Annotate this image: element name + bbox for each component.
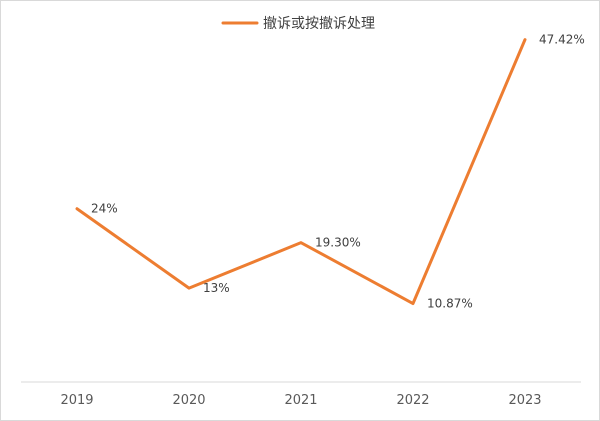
data-labels: 24% 13% 19.30% 10.87% 47.42% [91,33,585,311]
x-axis-ticks: 2019 2020 2021 2022 2023 [60,393,541,408]
legend: 撤诉或按撤诉处理 [221,16,375,32]
data-label: 10.87% [427,297,473,311]
data-label: 24% [91,202,118,216]
x-tick-label: 2022 [396,393,429,408]
x-tick-label: 2023 [508,393,541,408]
series-line [75,38,527,306]
series-layer [75,38,527,306]
data-label: 47.42% [539,33,585,47]
x-tick-label: 2019 [60,393,93,408]
legend-label: 撤诉或按撤诉处理 [263,16,375,32]
data-label: 19.30% [315,236,361,250]
x-tick-label: 2021 [284,393,317,408]
data-label: 13% [203,281,230,295]
x-tick-label: 2020 [172,393,205,408]
